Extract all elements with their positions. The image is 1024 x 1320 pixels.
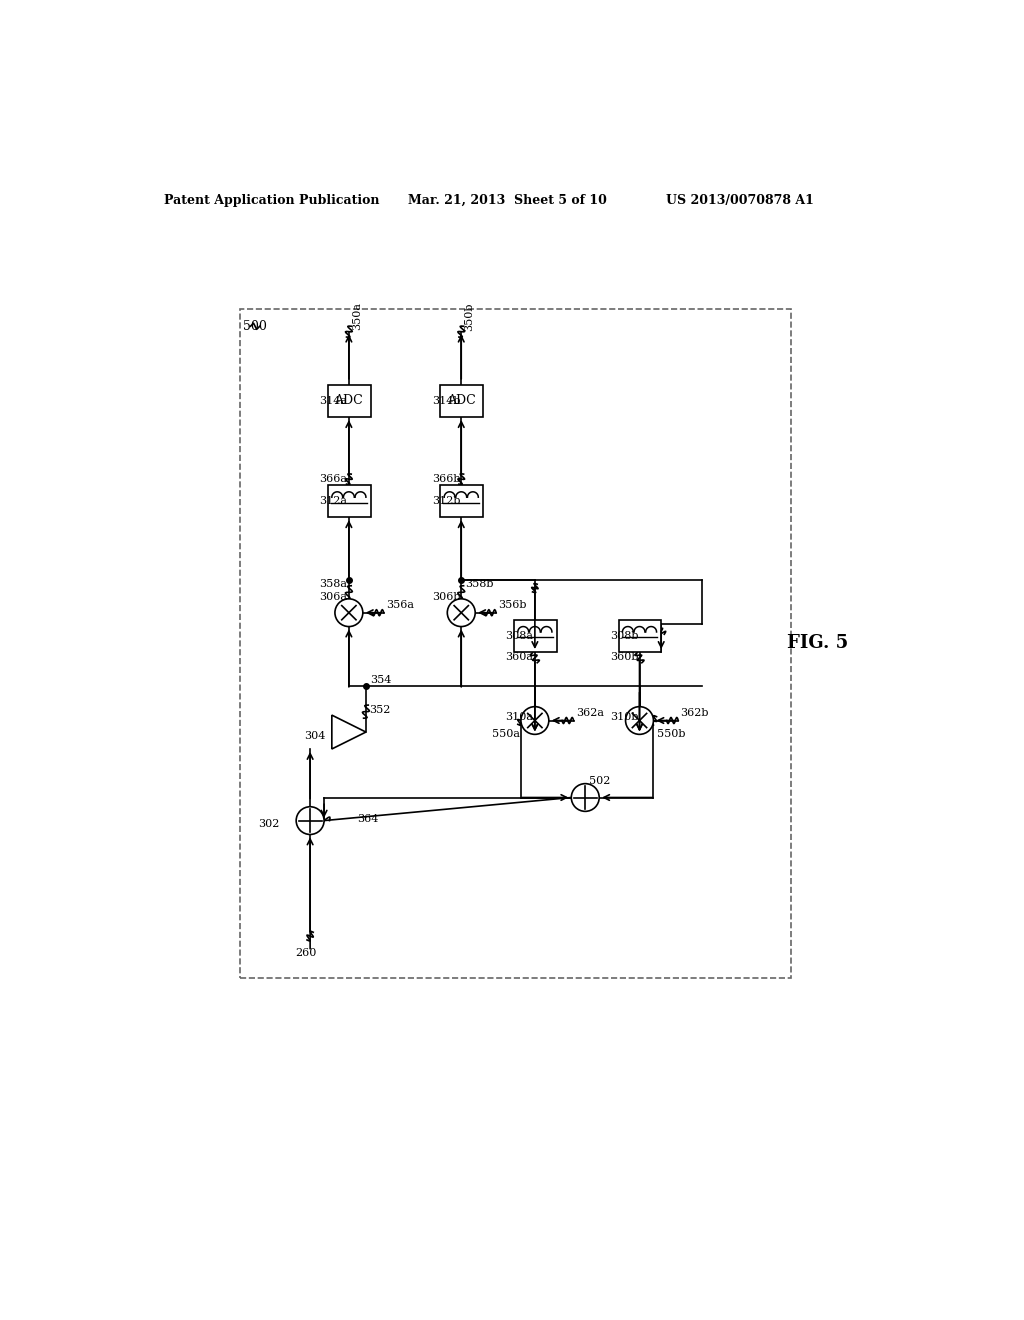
Text: ADC: ADC — [446, 395, 475, 408]
Bar — [440, 484, 483, 517]
Polygon shape — [332, 715, 366, 748]
Text: 356a: 356a — [386, 601, 414, 610]
Circle shape — [571, 784, 599, 812]
Text: 302: 302 — [258, 820, 280, 829]
Text: 360a: 360a — [506, 652, 534, 663]
Circle shape — [447, 599, 475, 627]
Text: 354: 354 — [370, 675, 391, 685]
Bar — [328, 484, 371, 517]
Text: 350b: 350b — [464, 302, 474, 330]
Bar — [514, 619, 557, 652]
Text: 550b: 550b — [656, 730, 685, 739]
Text: 364: 364 — [356, 814, 378, 824]
Text: US 2013/0070878 A1: US 2013/0070878 A1 — [667, 194, 814, 207]
Text: 352: 352 — [369, 705, 390, 715]
Text: 260: 260 — [296, 948, 317, 958]
Text: Patent Application Publication: Patent Application Publication — [164, 194, 379, 207]
Text: 358b: 358b — [465, 579, 494, 589]
Text: 362b: 362b — [681, 708, 709, 718]
Text: 312a: 312a — [319, 496, 347, 506]
Text: Mar. 21, 2013  Sheet 5 of 10: Mar. 21, 2013 Sheet 5 of 10 — [409, 194, 607, 207]
Text: 312b: 312b — [432, 496, 461, 506]
Text: 358a: 358a — [319, 579, 347, 589]
Text: 306b: 306b — [432, 593, 461, 602]
Text: 308b: 308b — [610, 631, 639, 640]
Text: 350a: 350a — [352, 302, 361, 330]
Text: 362a: 362a — [575, 708, 604, 718]
Text: 356b: 356b — [499, 601, 527, 610]
Bar — [440, 385, 483, 417]
Circle shape — [296, 807, 324, 834]
Circle shape — [335, 599, 362, 627]
Text: 366b: 366b — [432, 474, 461, 484]
Text: FIG. 5: FIG. 5 — [787, 635, 848, 652]
Text: ADC: ADC — [335, 395, 364, 408]
Text: 502: 502 — [589, 776, 610, 785]
Circle shape — [626, 706, 653, 734]
Text: 306a: 306a — [319, 593, 347, 602]
Text: 308a: 308a — [506, 631, 534, 640]
Text: 314a: 314a — [319, 396, 347, 407]
Text: 310b: 310b — [610, 711, 639, 722]
Bar — [328, 385, 371, 417]
Bar — [618, 619, 662, 652]
Text: 310a: 310a — [506, 711, 534, 722]
Text: 304: 304 — [304, 731, 326, 741]
Text: 360b: 360b — [610, 652, 639, 663]
Text: 550a: 550a — [493, 730, 520, 739]
Circle shape — [521, 706, 549, 734]
Text: 314b: 314b — [432, 396, 461, 407]
Text: 366a: 366a — [319, 474, 347, 484]
Text: 500: 500 — [243, 319, 266, 333]
